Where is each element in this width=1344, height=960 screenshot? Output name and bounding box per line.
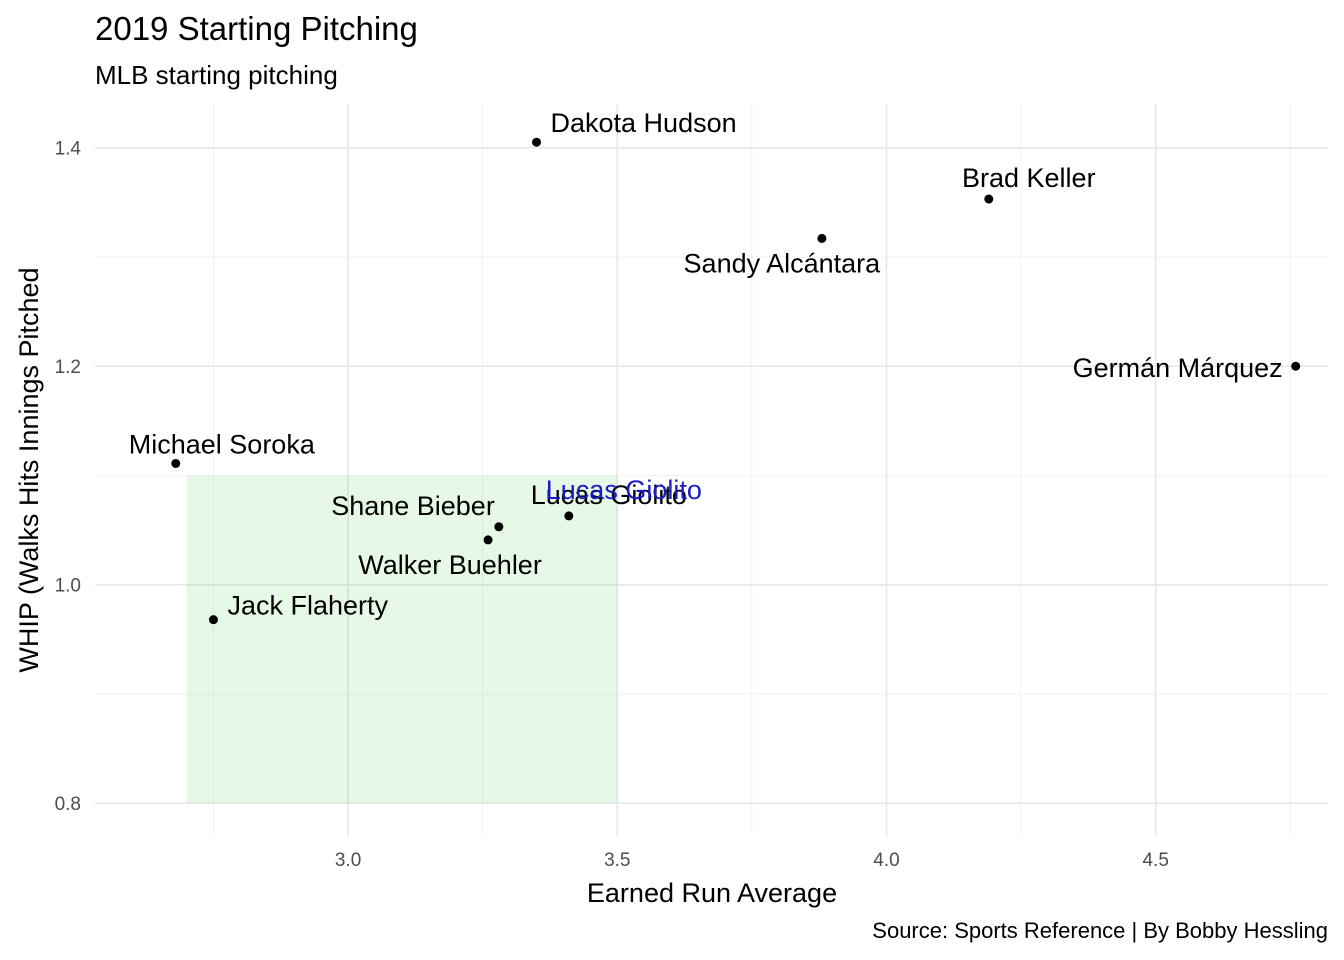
data-point — [564, 511, 574, 521]
grid-major — [95, 104, 1328, 836]
y-tick-label: 1.2 — [55, 357, 81, 378]
y-axis-title: WHIP (Walks Hits Innings Pitched — [14, 267, 44, 672]
data-label: Sandy Alcántara — [684, 248, 882, 278]
data-label: Shane Bieber — [331, 491, 495, 521]
highlight-data-label: Lucas Giolito — [546, 475, 702, 505]
data-point — [532, 137, 542, 147]
y-tick-label: 0.8 — [55, 794, 81, 815]
data-label: Germán Márquez — [1073, 353, 1283, 383]
data-label: Walker Buehler — [358, 550, 542, 580]
highlight-region-rect — [186, 475, 618, 804]
data-point — [171, 458, 181, 468]
y-tick-label: 1.4 — [55, 139, 82, 160]
x-tick-label: 4.0 — [873, 850, 899, 871]
data-point — [494, 522, 504, 532]
data-point — [208, 615, 218, 625]
data-label: Lucas Giolito — [531, 480, 687, 510]
data-point — [1291, 361, 1301, 371]
data-label: Dakota Hudson — [551, 108, 737, 138]
x-tick-label: 3.5 — [604, 850, 630, 871]
data-points — [171, 137, 1301, 625]
x-tick-label: 4.5 — [1142, 850, 1168, 871]
data-point — [817, 233, 827, 243]
data-point — [483, 535, 493, 545]
data-label: Jack Flaherty — [227, 591, 388, 621]
grid-minor — [95, 104, 1328, 836]
axis-ticks: 3.0 3.5 4.0 4.5 0.8 1.0 1.2 1.4 — [55, 139, 1169, 871]
data-labels: Dakota Hudson Brad Keller Sandy Alcántara G… — [129, 108, 1283, 620]
x-axis-title: Earned Run Average — [587, 878, 837, 908]
chart-caption: Source: Sports Reference | By Bobby Hess… — [872, 918, 1328, 943]
y-tick-label: 1.0 — [55, 576, 81, 597]
data-label: Brad Keller — [962, 163, 1096, 193]
data-point — [984, 194, 994, 204]
highlight-region — [186, 475, 618, 804]
data-label: Michael Soroka — [129, 429, 316, 459]
chart-subtitle: MLB starting pitching — [95, 60, 338, 90]
chart-title: 2019 Starting Pitching — [95, 10, 418, 47]
x-tick-label: 3.0 — [335, 850, 361, 871]
